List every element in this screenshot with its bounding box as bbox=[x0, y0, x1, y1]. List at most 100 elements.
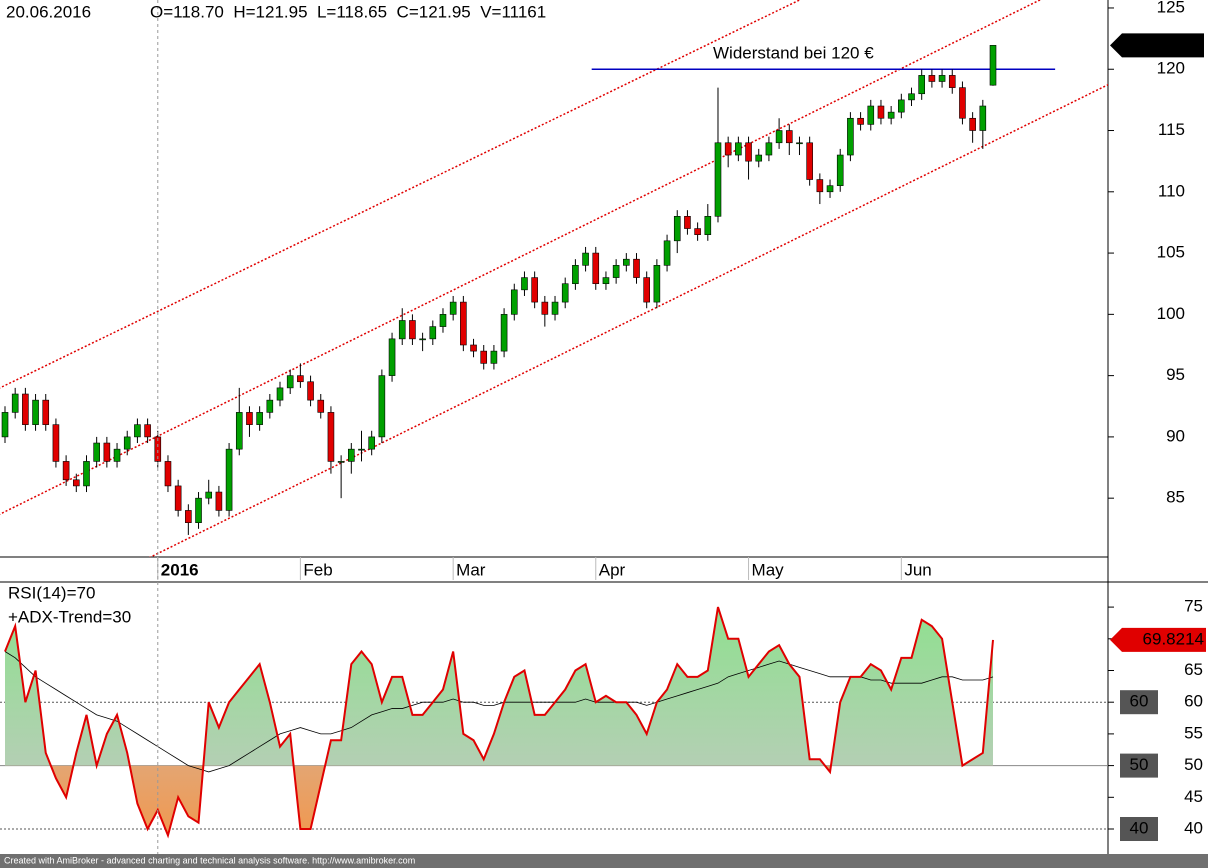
candle-body bbox=[582, 252, 589, 266]
axes: 85 90 95 100 105 110 115 120 125 2016 Feb Mar Apr May… bbox=[157, 0, 1206, 854]
candle-body bbox=[480, 350, 488, 364]
candle-body bbox=[663, 240, 671, 266]
rsi-average-line bbox=[4, 651, 994, 773]
candle-body bbox=[246, 412, 253, 425]
candle-body bbox=[704, 216, 712, 235]
level-box bbox=[1120, 690, 1158, 715]
candle-body bbox=[806, 142, 813, 180]
candle-body bbox=[684, 216, 691, 229]
candle-body bbox=[969, 117, 976, 131]
adx-legend: +ADX-Trend=30 bbox=[8, 607, 131, 626]
candle-body bbox=[887, 111, 895, 119]
candle-body bbox=[113, 448, 121, 462]
candle-body bbox=[337, 461, 345, 463]
candle-body bbox=[724, 142, 732, 156]
x-tick-label: May bbox=[752, 560, 785, 579]
candle-body bbox=[857, 117, 864, 125]
y-tick-label: 125 bbox=[1157, 0, 1185, 16]
candle-body bbox=[500, 314, 508, 352]
candle-body bbox=[816, 179, 824, 193]
candle-body bbox=[826, 185, 834, 193]
candle-body bbox=[745, 142, 752, 162]
y-tick-label: 105 bbox=[1157, 243, 1185, 262]
footer: Created with AmiBroker - advanced charti… bbox=[4, 855, 415, 865]
candle-body bbox=[348, 448, 355, 462]
candle-body bbox=[785, 130, 793, 144]
candle-body bbox=[32, 399, 39, 425]
rsi-tick-label: 75 bbox=[1184, 597, 1203, 616]
candle-body bbox=[225, 448, 233, 511]
last-price: 121.95 bbox=[1141, 35, 1193, 54]
candle-body bbox=[643, 277, 650, 303]
level-label: 50 bbox=[1130, 755, 1149, 774]
rsi-legend: RSI(14)=70 bbox=[8, 583, 95, 602]
y-tick-label: 95 bbox=[1166, 365, 1185, 384]
candle-body bbox=[195, 497, 202, 523]
candle-body bbox=[429, 326, 437, 340]
y-tick-label: 120 bbox=[1157, 59, 1185, 78]
candle-body bbox=[775, 130, 783, 144]
price-panel: Widerstand bei 120 € bbox=[0, 0, 1108, 557]
candle-body bbox=[623, 258, 630, 266]
rsi-line bbox=[4, 606, 994, 839]
candle-body bbox=[134, 424, 141, 438]
candle-body bbox=[561, 283, 569, 303]
candle-body bbox=[602, 277, 610, 285]
candle-body bbox=[541, 301, 549, 315]
candle-body bbox=[592, 252, 600, 285]
candle-body bbox=[256, 412, 263, 425]
y-tick-label: 115 bbox=[1158, 120, 1185, 139]
candle-body bbox=[490, 350, 498, 364]
x-tick-label: Feb bbox=[303, 560, 332, 579]
y-tick-label: 85 bbox=[1166, 488, 1185, 507]
rsi-marker bbox=[1110, 627, 1206, 652]
price-marker bbox=[1110, 33, 1204, 58]
candle-body bbox=[52, 424, 60, 462]
level-label: 40 bbox=[1130, 818, 1149, 837]
trend-channel bbox=[0, 0, 1042, 515]
candle-body bbox=[378, 375, 386, 438]
candle-body bbox=[154, 436, 162, 462]
candle-body bbox=[419, 338, 426, 341]
candle-body bbox=[510, 289, 518, 315]
candle-body bbox=[938, 75, 946, 82]
trend-channel bbox=[148, 83, 1108, 557]
y-tick-label: 110 bbox=[1158, 181, 1185, 200]
level-box bbox=[1120, 753, 1158, 778]
candle-body bbox=[185, 510, 192, 523]
level-label: 60 bbox=[1130, 692, 1149, 711]
rsi-tick-label: 50 bbox=[1184, 755, 1203, 774]
rsi-area-up bbox=[5, 607, 993, 766]
candle-body bbox=[918, 75, 926, 95]
y-tick-label: 100 bbox=[1157, 304, 1185, 323]
rsi-tick-label: 65 bbox=[1184, 660, 1203, 679]
candle-body bbox=[72, 479, 80, 487]
candle-body bbox=[449, 301, 457, 315]
ohlcv-label: O=118.70 H=121.95 L=118.65 C=121.95 V=11… bbox=[150, 2, 546, 21]
candle-body bbox=[358, 448, 365, 451]
candle-body bbox=[928, 75, 936, 82]
candle-body bbox=[215, 491, 223, 511]
candle-body bbox=[1, 412, 9, 438]
trend-channel bbox=[0, 0, 802, 389]
candle-body bbox=[673, 216, 681, 242]
candle-body bbox=[948, 75, 956, 88]
candle-body bbox=[521, 277, 528, 291]
candle-body bbox=[908, 93, 915, 101]
candle-body bbox=[327, 412, 335, 462]
last-rsi: 69.8214 bbox=[1143, 629, 1204, 648]
candle-body bbox=[174, 485, 182, 511]
candle-body bbox=[989, 45, 997, 86]
candle-body bbox=[979, 105, 987, 131]
x-tick-label: Mar bbox=[456, 560, 486, 579]
y-tick-label: 90 bbox=[1166, 426, 1185, 445]
candle-body bbox=[123, 436, 131, 450]
candle-body bbox=[653, 265, 661, 303]
level-box bbox=[1120, 817, 1158, 842]
candle-body bbox=[409, 320, 416, 340]
rsi-tick-label: 60 bbox=[1184, 692, 1203, 711]
x-tick-label: Apr bbox=[599, 560, 626, 579]
candle-body bbox=[317, 399, 325, 413]
x-tick-label: 2016 bbox=[161, 560, 199, 579]
candle-body bbox=[877, 105, 885, 119]
